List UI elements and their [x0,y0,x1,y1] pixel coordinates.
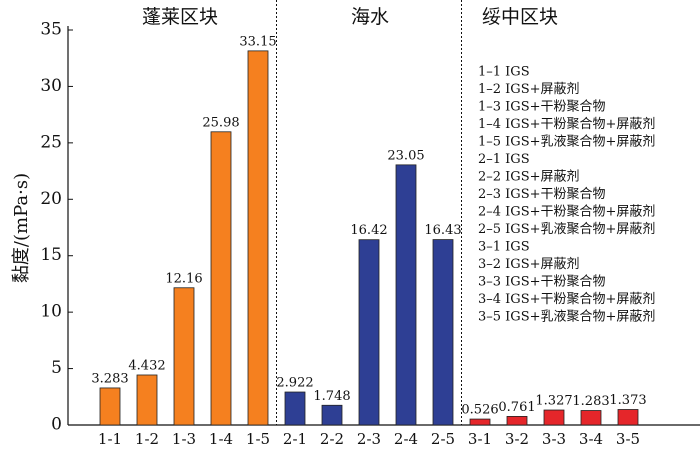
x-tick-label: 1-4 [209,430,233,448]
value-label: 2.922 [276,376,313,391]
value-label: 16.42 [350,223,387,238]
value-label: 0.526 [461,403,498,418]
bar [210,131,232,426]
legend-entry: 1–2 IGS+屏蔽剂 [478,82,580,97]
bar [432,239,454,426]
legend-entry: 1–3 IGS+干粉聚合物 [478,100,606,115]
x-tick-label: 2-4 [394,430,418,448]
x-tick-label: 1-3 [172,430,196,448]
bar [136,374,158,426]
bar [99,387,121,426]
y-tick-label: 15 [40,245,62,265]
group-title: 海水 [351,6,389,28]
value-label: 1.748 [313,389,350,404]
y-tick-label: 5 [51,358,62,378]
x-tick-label: 1-5 [246,430,270,448]
value-label: 12.16 [165,271,202,286]
value-label: 4.432 [128,358,165,373]
legend-entry: 3–4 IGS+干粉聚合物+屏蔽剂 [478,292,655,307]
bar [284,391,306,426]
legend-entry: 3–2 IGS+屏蔽剂 [478,257,580,272]
bar [358,239,380,426]
value-label: 1.327 [535,394,572,409]
bar [506,416,528,426]
bar [580,410,602,426]
legend-entry: 2–3 IGS+干粉聚合物 [478,187,606,202]
x-tick-label: 3-4 [579,430,603,448]
legend-entry: 1–5 IGS+乳液聚合物+屏蔽剂 [478,135,655,150]
bar [469,418,491,426]
value-label: 25.98 [202,115,239,130]
x-tick-label: 3-2 [505,430,529,448]
x-tick-label: 3-1 [468,430,492,448]
bar [321,404,343,426]
legend-entry: 2–1 IGS [478,152,530,167]
y-tick-label: 25 [40,132,62,152]
y-tick-label: 30 [40,76,62,96]
value-label: 1.283 [572,394,609,409]
legend-entry: 2–2 IGS+屏蔽剂 [478,170,580,185]
legend-entry: 2–4 IGS+干粉聚合物+屏蔽剂 [478,205,655,220]
bar [543,409,565,426]
legend-entry: 2–5 IGS+乳液聚合物+屏蔽剂 [478,222,655,237]
bar [617,409,639,426]
y-tick-label: 20 [40,189,62,209]
legend-entry: 1–1 IGS [478,65,530,80]
value-label: 0.761 [498,400,535,415]
group-title: 绥中区块 [482,6,558,28]
value-label: 1.373 [609,393,646,408]
group-title: 蓬莱区块 [142,6,218,28]
value-label: 3.283 [91,371,128,386]
x-tick-label: 1-1 [98,430,122,448]
bar [173,287,195,426]
x-tick-label: 2-1 [283,430,307,448]
legend-entry: 3–5 IGS+乳液聚合物+屏蔽剂 [478,310,655,325]
y-tick-label: 35 [40,20,62,40]
bar [395,164,417,426]
value-label: 16.43 [424,223,461,238]
x-tick-label: 2-5 [431,430,455,448]
value-label: 23.05 [387,148,424,163]
x-tick-label: 1-2 [135,430,159,448]
x-tick-label: 2-3 [357,430,381,448]
y-axis-label: 黏度/(mPa·s) [11,173,32,283]
legend-entry: 3–3 IGS+干粉聚合物 [478,275,606,290]
y-tick-label: 0 [51,415,62,435]
bar [247,50,269,426]
y-tick-label: 10 [40,302,62,322]
legend-entry: 1–4 IGS+干粉聚合物+屏蔽剂 [478,117,655,132]
value-label: 33.15 [239,34,276,49]
x-tick-label: 2-2 [320,430,344,448]
legend-entry: 3–1 IGS [478,240,530,255]
x-tick-label: 3-3 [542,430,566,448]
x-tick-label: 3-5 [616,430,640,448]
